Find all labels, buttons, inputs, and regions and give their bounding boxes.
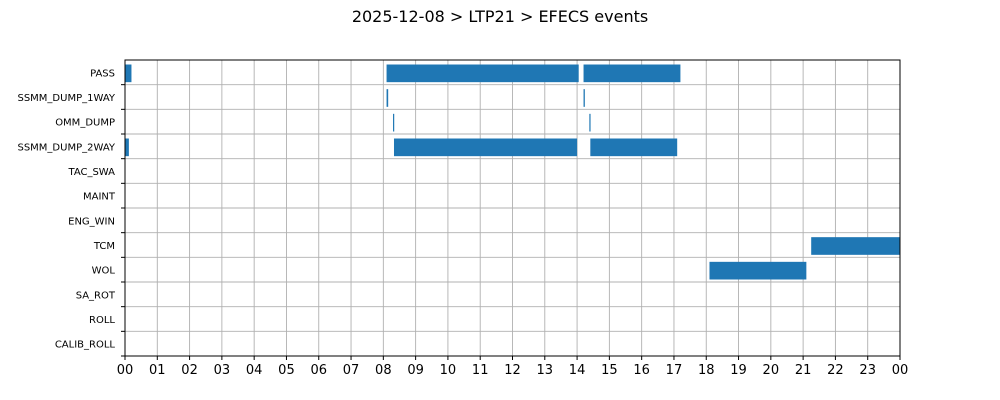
y-tick-label: WOL	[92, 266, 116, 277]
x-tick-label: 16	[633, 363, 650, 378]
x-axis: 00 01 02 03 04 05 06 07 08 09 10 11 12 13 14 15 16 17 18 19…	[117, 356, 909, 378]
x-tick-label: 22	[827, 363, 844, 378]
x-tick-label: 03	[214, 363, 231, 378]
event-bar	[590, 138, 678, 157]
x-tick-label: 12	[504, 363, 521, 378]
y-tick-label: TCM	[93, 241, 115, 252]
y-tick-label: CALIB_ROLL	[55, 340, 116, 351]
event-bar	[386, 64, 579, 83]
x-tick-label: 08	[375, 363, 392, 378]
chart-title: 2025-12-08 > LTP21 > EFECS events	[352, 7, 648, 26]
x-tick-label: 15	[601, 363, 618, 378]
x-tick-label: 06	[310, 363, 327, 378]
bars-layer	[125, 64, 900, 280]
x-tick-label: 00	[117, 363, 134, 378]
event-bar	[125, 138, 129, 157]
event-bar	[125, 64, 132, 83]
event-bar	[393, 138, 578, 157]
event-bar	[589, 113, 591, 132]
x-tick-label: 09	[407, 363, 424, 378]
x-tick-label: 00	[892, 363, 909, 378]
x-tick-label: 19	[730, 363, 747, 378]
y-tick-label: SSMM_DUMP_2WAY	[17, 142, 115, 153]
x-tick-label: 02	[181, 363, 198, 378]
x-tick-label: 23	[859, 363, 876, 378]
x-tick-label: 21	[795, 363, 812, 378]
y-tick-label: OMM_DUMP	[55, 118, 115, 129]
x-tick-label: 20	[763, 363, 780, 378]
y-tick-label: PASS	[90, 68, 115, 79]
event-bar	[583, 64, 681, 83]
y-tick-label: ENG_WIN	[68, 216, 115, 227]
x-tick-label: 18	[698, 363, 715, 378]
x-tick-label: 01	[149, 363, 166, 378]
y-axis: PASS SSMM_DUMP_1WAY OMM_DUMP SSMM_DUMP_2WAY…	[17, 68, 125, 357]
y-tick-label: TAC_SWA	[67, 167, 115, 178]
x-tick-label: 11	[472, 363, 489, 378]
x-tick-label: 04	[246, 363, 263, 378]
x-tick-label: 17	[666, 363, 683, 378]
event-bar	[583, 89, 585, 107]
event-bar	[393, 113, 395, 132]
grid-layer	[124, 60, 901, 356]
event-bar	[811, 237, 900, 255]
x-tick-label: 10	[440, 363, 457, 378]
x-tick-label: 13	[537, 363, 554, 378]
event-bar	[709, 261, 807, 280]
x-tick-label: 07	[343, 363, 360, 378]
x-tick-label: 05	[278, 363, 295, 378]
y-tick-label: SA_ROT	[76, 290, 116, 301]
x-tick-label: 14	[569, 363, 586, 378]
y-tick-label: MAINT	[83, 192, 116, 203]
y-tick-label: ROLL	[89, 315, 115, 326]
event-bar	[386, 89, 389, 107]
y-tick-label: SSMM_DUMP_1WAY	[17, 93, 115, 104]
